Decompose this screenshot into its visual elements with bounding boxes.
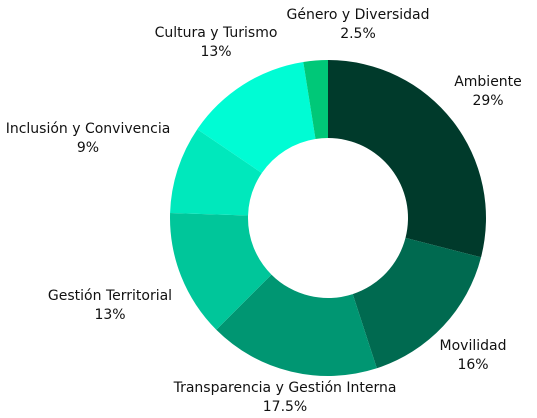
donut-slice	[197, 61, 316, 174]
slice-label: Género y Diversidad	[286, 7, 429, 23]
slice-label: Cultura y Turismo	[155, 25, 278, 41]
slice-value-label: 2.5%	[340, 26, 376, 42]
donut-slice	[170, 129, 262, 216]
donut-slice	[352, 237, 482, 369]
slice-value-label: 16%	[457, 357, 488, 373]
slice-label: Gestión Territorial	[48, 288, 172, 304]
slice-value-label: 17.5%	[263, 399, 307, 415]
slice-value-label: 13%	[94, 307, 125, 323]
donut-slice	[169, 213, 272, 330]
slice-label: Movilidad	[440, 338, 507, 354]
donut-slice	[303, 60, 328, 139]
slice-value-label: 9%	[77, 140, 99, 156]
donut-slice	[216, 274, 377, 377]
slice-label: Inclusión y Convivencia	[6, 121, 171, 137]
donut-slice	[328, 60, 486, 258]
slice-value-label: 29%	[472, 93, 503, 109]
slice-label: Transparencia y Gestión Interna	[173, 380, 397, 396]
slice-value-label: 13%	[200, 44, 231, 60]
slice-label: Ambiente	[454, 74, 522, 90]
